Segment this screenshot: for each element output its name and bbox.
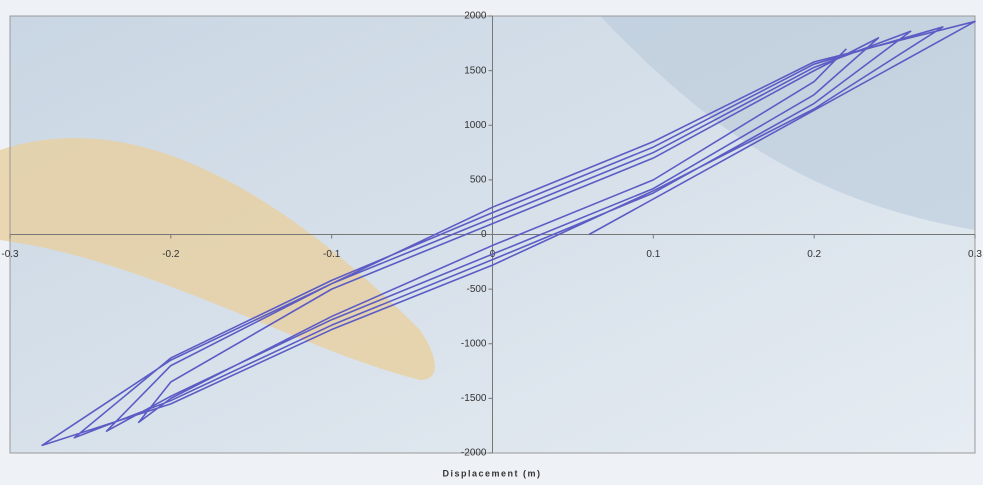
x-tick-label: -0.1	[323, 249, 341, 260]
x-axis-label: Displacement (m)	[442, 468, 541, 478]
y-tick-label: 1000	[464, 120, 487, 131]
x-tick-label: 0.1	[646, 249, 660, 260]
y-tick-label: 1500	[464, 65, 487, 76]
y-tick-label: -500	[466, 284, 486, 295]
y-tick-label: 2000	[464, 11, 487, 22]
x-tick-label: -0.2	[162, 249, 180, 260]
x-tick-label: 0.3	[968, 249, 982, 260]
y-tick-label: -1500	[461, 393, 487, 404]
y-tick-label: -2000	[461, 448, 487, 459]
x-tick-label: 0.2	[807, 249, 821, 260]
chart: Displacement (m) -0.3 -0.2 -0.1 0 0.1 0.2 0.3 -…	[0, 0, 983, 485]
y-tick-label: -1000	[461, 338, 487, 349]
y-tick-label: 0	[481, 229, 487, 240]
y-tick-label: 500	[470, 175, 487, 186]
x-tick-label: -0.3	[1, 249, 19, 260]
